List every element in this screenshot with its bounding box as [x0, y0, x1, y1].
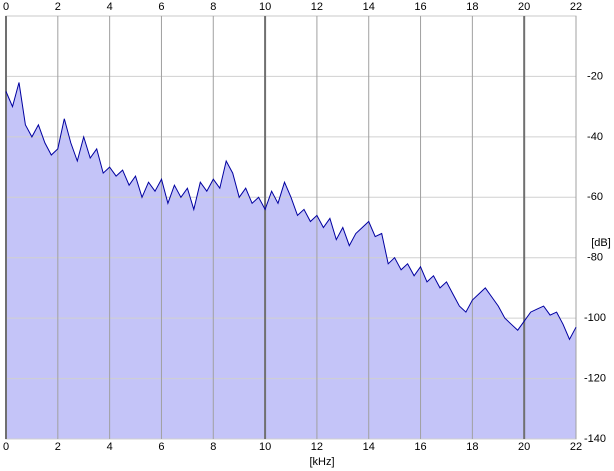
- x-tick-label: 20: [518, 441, 530, 453]
- x-tick-label: 4: [107, 441, 113, 453]
- x-tick-label: 0: [3, 441, 9, 453]
- y-tick-label: -120: [584, 372, 606, 384]
- x-tick-label: 14: [363, 441, 375, 453]
- x-tick-label-top: 0: [3, 1, 9, 13]
- x-tick-label: 16: [414, 441, 426, 453]
- x-tick-label-top: 16: [414, 1, 426, 13]
- spectrum-line: [5, 82, 577, 341]
- x-tick-label: 18: [466, 441, 478, 453]
- y-tick-label: -40: [587, 131, 603, 143]
- x-tick-label-top: 14: [363, 1, 375, 13]
- spectrum-area: [6, 82, 576, 439]
- x-tick-label-top: 4: [107, 1, 113, 13]
- y-tick-label: -20: [587, 70, 603, 82]
- x-tick-label-top: 8: [210, 1, 216, 13]
- y-tick-label: -60: [587, 191, 603, 203]
- y-tick-label: -140: [584, 433, 606, 445]
- x-tick-label-top: 12: [311, 1, 323, 13]
- x-tick-label: 8: [210, 441, 216, 453]
- x-tick-label: 6: [158, 441, 164, 453]
- x-tick-label-top: 20: [518, 1, 530, 13]
- x-tick-label-top: 6: [158, 1, 164, 13]
- x-tick-label-top: 22: [570, 1, 582, 13]
- x-tick-label-top: 2: [55, 1, 61, 13]
- y-tick-label: -80: [587, 252, 603, 264]
- x-tick-label: 12: [311, 441, 323, 453]
- y-axis-label: [dB]: [591, 237, 611, 249]
- x-tick-label: 2: [55, 441, 61, 453]
- x-axis-label: [kHz]: [309, 456, 334, 468]
- x-tick-label: 10: [259, 441, 271, 453]
- x-tick-label: 22: [570, 441, 582, 453]
- x-tick-label-top: 18: [466, 1, 478, 13]
- x-tick-label-top: 10: [259, 1, 271, 13]
- y-tick-label: -100: [584, 312, 606, 324]
